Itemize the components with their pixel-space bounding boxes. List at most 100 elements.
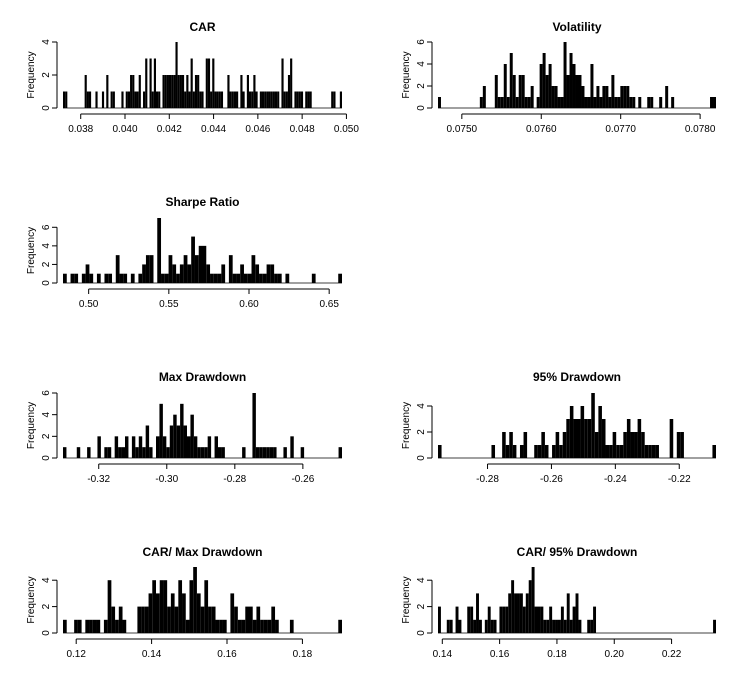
panel-7-bar	[578, 619, 582, 633]
panel-3-y-tick-label: 6	[41, 224, 52, 230]
panel-7-bar	[446, 619, 450, 633]
panel-1-bar	[173, 75, 176, 108]
panel-3-bar	[63, 273, 67, 283]
panel-2-bar	[524, 97, 528, 108]
panel-5-bar	[509, 432, 513, 458]
panel-5-bar	[648, 445, 652, 458]
panel-2-bar	[482, 86, 486, 108]
panel-5-bar	[626, 419, 631, 458]
panel-2-bar	[638, 97, 642, 108]
panel-2-bar	[578, 75, 582, 108]
panel-3-bar	[96, 273, 101, 283]
panel-2-bar	[605, 86, 609, 108]
panel-7-bar	[458, 619, 462, 633]
panel-4-bar	[207, 436, 212, 458]
panel-7-bar	[552, 619, 556, 633]
panel-7-bar	[487, 606, 491, 633]
panel-6-bar	[74, 619, 78, 633]
panel-4-bar	[76, 447, 81, 458]
panel-4-bar	[252, 393, 256, 458]
panel-3-bar	[285, 273, 290, 283]
panel-4-bar	[290, 436, 294, 458]
panel-5-bar	[676, 432, 681, 458]
panel-1-bar	[153, 58, 156, 108]
panel-6-title: CAR/ Max Drawdown	[142, 545, 262, 559]
panel-3-y-tick-label: 4	[41, 243, 52, 249]
panel-2-bar	[614, 97, 618, 108]
panel-5-bar	[523, 432, 528, 458]
panel-6-bar	[122, 619, 127, 633]
panel-5-bar	[573, 419, 577, 458]
panel-3-bar	[194, 255, 199, 283]
panel-2-bar	[611, 75, 615, 108]
panel-1-bar	[253, 75, 256, 108]
panel-6-bar	[193, 567, 197, 633]
panel-1-bar	[220, 91, 224, 108]
panel-6-bar	[107, 580, 112, 633]
panel-4-y-tick-label: 4	[41, 411, 52, 417]
panel-1-bar	[197, 75, 200, 108]
panel-7-y-tick-label: 2	[416, 603, 427, 609]
panel-1-x-tick-label: 0.042	[157, 124, 182, 135]
panel-2-y-tick-label: 2	[416, 83, 427, 89]
panel-7-y-tick-label: 4	[416, 577, 427, 583]
panel-6-bar	[182, 593, 186, 633]
panel-4-bar	[107, 447, 112, 458]
panel-7-bar	[557, 619, 561, 633]
panel-3-bar	[187, 264, 192, 283]
panel-1-x-tick-label: 0.048	[290, 124, 315, 135]
panel-3-bar	[123, 273, 128, 283]
panel-6-bar	[338, 619, 342, 633]
panel-1-bar	[296, 91, 299, 108]
panel-4-bar	[190, 414, 194, 458]
panel-6-bar	[234, 606, 238, 633]
panel-5-bar	[587, 419, 592, 458]
panel-2-bar	[515, 97, 519, 108]
panel-4-bar	[114, 436, 119, 458]
panel-1-bar	[184, 91, 187, 108]
panel-1-bar	[86, 91, 89, 108]
panel-2-bar	[575, 75, 579, 108]
panel-3-bar	[145, 255, 150, 283]
panel-3-bar	[164, 273, 169, 283]
panel-4-bar	[180, 403, 184, 458]
panel-7-bar	[490, 619, 494, 633]
panel-5-bar	[577, 419, 581, 458]
panel-7-x-tick-label: 0.16	[490, 649, 510, 660]
panel-6-bar	[249, 606, 253, 633]
panel-4-y-tick-label: 2	[41, 433, 52, 439]
panel-6-y-tick-label: 0	[41, 630, 52, 636]
panel-1-bar	[136, 91, 139, 108]
panel-6-bar	[174, 606, 179, 633]
panel-2-bar	[671, 97, 675, 108]
panel-2-bar	[438, 97, 441, 108]
panel-6-bar	[137, 606, 142, 633]
panel-7-bar	[517, 593, 520, 633]
panel-1-bar	[138, 75, 141, 108]
panel-4-bar	[187, 436, 191, 458]
panel-1-bar	[261, 91, 265, 108]
panel-1-bar	[339, 91, 342, 108]
panel-1-bar	[207, 58, 211, 108]
panel-6-x-tick-label: 0.16	[217, 649, 237, 660]
panel-4-bar	[131, 436, 136, 458]
panel-1-bar	[199, 91, 202, 108]
panel-3-bar	[157, 218, 162, 283]
panel-5-bar	[634, 432, 638, 458]
panel-6-bar	[170, 593, 175, 633]
panel-5-bar	[569, 406, 574, 458]
panel-2-bar	[509, 53, 513, 108]
panel-2-bar	[512, 75, 516, 108]
panel-3-bar	[81, 273, 86, 283]
panel-7-y-tick-label: 0	[416, 630, 427, 636]
panel-6-bar	[118, 606, 123, 633]
panel-7-bar	[514, 593, 518, 633]
panel-6-bar	[141, 606, 145, 633]
panel-6-bar	[256, 606, 261, 633]
panel-5-x-tick-label: -0.28	[476, 474, 499, 485]
panel-1-bar	[236, 91, 239, 108]
panel-4-bar	[204, 447, 208, 458]
panel-2-bar	[620, 86, 624, 108]
panel-4-bar	[176, 425, 181, 458]
